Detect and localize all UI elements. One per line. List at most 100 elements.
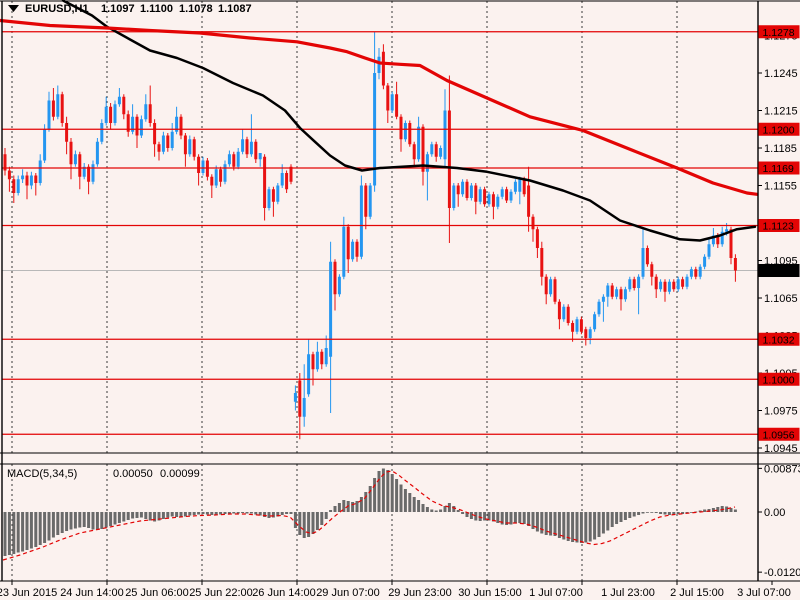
- candle-body: [285, 173, 289, 190]
- current-price-box-text: 1.1087: [763, 266, 795, 278]
- macd-histogram-bar: [571, 512, 575, 542]
- macd-histogram-bar: [148, 512, 152, 521]
- symbol-marker-icon[interactable]: [8, 5, 19, 12]
- candle-body: [307, 354, 311, 395]
- ma-slow-line[interactable]: [0, 18, 759, 196]
- candle-body: [38, 160, 42, 183]
- candle-body: [157, 144, 161, 152]
- macd-histogram-bar: [100, 512, 104, 529]
- macd-histogram-bar: [368, 486, 372, 512]
- macd-histogram-bar: [588, 512, 592, 542]
- candle-body: [403, 123, 407, 140]
- macd-histogram-bar: [21, 512, 25, 552]
- candle-body: [469, 185, 473, 198]
- candle-body: [60, 94, 64, 123]
- symbol-label: EURUSD,H1: [25, 3, 89, 15]
- macd-histogram-bar: [91, 512, 95, 530]
- macd-histogram-bar: [65, 512, 69, 531]
- candle-body: [21, 175, 25, 180]
- macd-histogram-bar: [672, 512, 676, 515]
- candle-body: [659, 281, 663, 290]
- macd-histogram-bar: [258, 512, 262, 516]
- macd-histogram-bar: [531, 512, 535, 529]
- candle-body: [711, 235, 715, 245]
- candle-body: [698, 266, 702, 277]
- candle-body: [34, 175, 38, 183]
- macd-histogram-bar: [117, 512, 121, 523]
- macd-histogram-bar: [3, 512, 7, 556]
- candle-body: [192, 139, 196, 157]
- candle-body: [258, 153, 262, 160]
- candle-body: [377, 56, 381, 73]
- macd-histogram-bar: [601, 512, 605, 534]
- macd-histogram-bar: [698, 510, 702, 512]
- macd-histogram-bar: [12, 512, 16, 554]
- candle-body: [166, 135, 170, 148]
- macd-histogram-bar: [386, 470, 390, 512]
- macd-histogram-bar: [703, 509, 707, 512]
- macd-histogram-bar: [337, 503, 341, 512]
- candle-body: [408, 123, 412, 145]
- level-price-box-text: 1.1123: [763, 221, 794, 233]
- candle-body: [694, 269, 698, 277]
- candle-body: [390, 94, 394, 111]
- candle-body: [562, 306, 566, 320]
- macd-histogram-bar: [219, 512, 223, 515]
- candle-body: [729, 229, 733, 258]
- macd-histogram-bar: [47, 512, 51, 541]
- chart-title: EURUSD,H1 1.1097 1.1100 1.1078 1.1087: [8, 3, 252, 15]
- macd-histogram-bar: [641, 512, 645, 514]
- macd-histogram-bar: [535, 512, 539, 532]
- macd-histogram-bar: [73, 512, 77, 529]
- candle-body: [588, 329, 592, 338]
- macd-histogram-bar: [575, 512, 579, 543]
- candle-body: [135, 116, 139, 136]
- macd-histogram-bar: [628, 512, 632, 518]
- candle-body: [219, 169, 223, 182]
- level-price-box-bg: [758, 161, 800, 175]
- time-axis[interactable]: 23 Jun 2015 24 Jun 14:00 25 Jun 06:00 25 Ju…: [0, 581, 791, 599]
- macd-histogram-bar: [104, 512, 108, 528]
- ma-fast-line[interactable]: [61, 0, 757, 242]
- time-axis-label: 24 Jun 14:00: [60, 587, 124, 599]
- time-axis-label: 1 Jul 23:00: [601, 587, 655, 599]
- macd-histogram-bar: [153, 512, 157, 522]
- candle-body: [289, 166, 293, 182]
- candle-body: [214, 169, 218, 186]
- candle-body: [513, 181, 517, 192]
- macd-indicator: [2, 468, 737, 561]
- moving-averages[interactable]: [0, 0, 759, 242]
- macd-histogram-bar: [483, 512, 487, 521]
- macd-histogram-bar: [82, 512, 86, 527]
- candlesticks: [3, 31, 737, 440]
- macd-histogram-bar: [606, 512, 610, 531]
- time-axis-label: 29 Jun 23:00: [388, 587, 452, 599]
- candle-body: [254, 141, 258, 160]
- candle-body: [311, 354, 315, 370]
- candle-body: [676, 279, 680, 290]
- candle-body: [637, 276, 641, 288]
- macd-histogram-bar: [192, 512, 196, 515]
- candle-body: [320, 351, 324, 365]
- macd-histogram-bar: [29, 512, 33, 549]
- candle-body: [126, 114, 130, 132]
- level-price-box-bg: [758, 219, 800, 232]
- macd-histogram-bar: [540, 512, 544, 534]
- candle-body: [505, 189, 509, 201]
- macd-histogram-bar: [711, 508, 715, 512]
- macd-histogram-bar: [329, 510, 333, 512]
- candle-body: [337, 276, 341, 295]
- candle-body: [540, 248, 544, 277]
- level-lines[interactable]: [2, 31, 758, 435]
- candle-body: [139, 119, 143, 136]
- time-axis-label: 2 Jul 15:00: [670, 587, 724, 599]
- candle-body: [359, 185, 363, 257]
- macd-histogram-bar: [522, 512, 526, 524]
- candle-body: [263, 156, 267, 208]
- macd-histogram-bar: [425, 507, 429, 512]
- macd-histogram-bar: [245, 512, 249, 514]
- candle-body: [315, 351, 319, 370]
- candle-body: [29, 175, 33, 186]
- price-axis[interactable]: 1.12751.12451.12151.11851.11551.11251.10…: [758, 31, 800, 580]
